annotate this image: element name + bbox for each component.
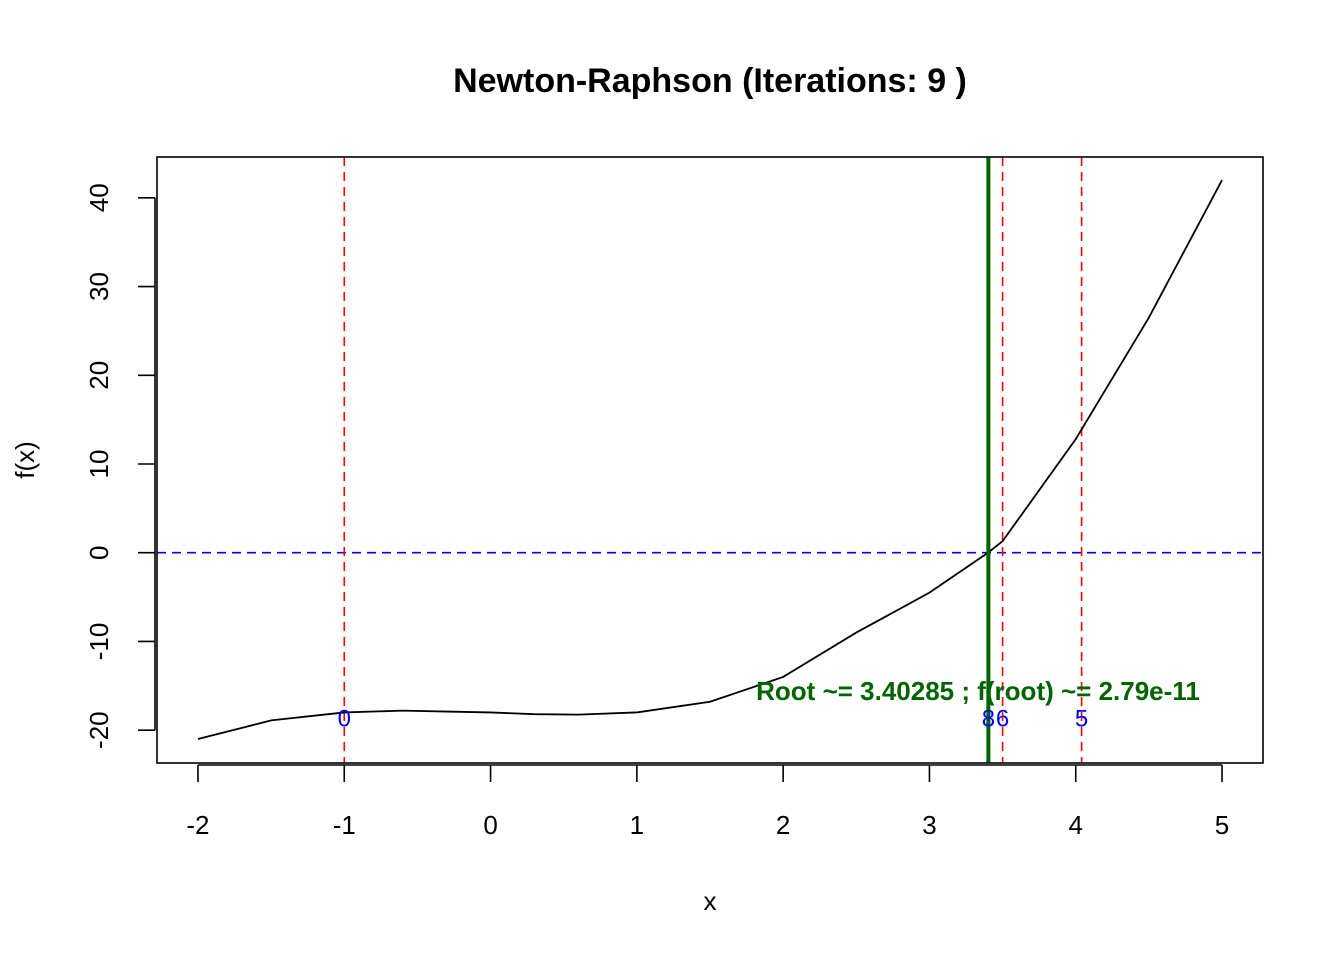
x-tick-label: 4 bbox=[1069, 810, 1083, 840]
x-tick-label: -2 bbox=[186, 810, 209, 840]
y-tick-label: 10 bbox=[84, 450, 114, 479]
iteration-label-6: 6 bbox=[996, 706, 1009, 733]
y-tick-label: 30 bbox=[84, 272, 114, 301]
x-tick-label: 0 bbox=[483, 810, 497, 840]
function-curve bbox=[197, 179, 1223, 740]
plot-frame bbox=[156, 156, 1264, 764]
y-tick-label: -10 bbox=[84, 623, 114, 661]
x-tick-label: -1 bbox=[333, 810, 356, 840]
y-tick-label: 0 bbox=[84, 545, 114, 559]
x-axis-label: x bbox=[704, 886, 717, 916]
x-tick-label: 1 bbox=[630, 810, 644, 840]
iteration-label-0: 0 bbox=[338, 706, 351, 733]
root-annotation: Root ~= 3.40285 ; f(root) ~= 2.79e-11 bbox=[756, 676, 1200, 706]
x-tick-label: 5 bbox=[1215, 810, 1229, 840]
iteration-label-8: 8 bbox=[982, 706, 995, 733]
x-tick-label: 3 bbox=[922, 810, 936, 840]
iteration-label-5: 5 bbox=[1075, 706, 1088, 733]
x-tick-label: 2 bbox=[776, 810, 790, 840]
y-tick-label: -20 bbox=[84, 711, 114, 749]
y-tick-label: 40 bbox=[84, 183, 114, 212]
chart-title: Newton-Raphson (Iterations: 9 ) bbox=[453, 62, 967, 100]
y-tick-label: 20 bbox=[84, 361, 114, 390]
y-axis-label: f(x) bbox=[10, 441, 40, 479]
